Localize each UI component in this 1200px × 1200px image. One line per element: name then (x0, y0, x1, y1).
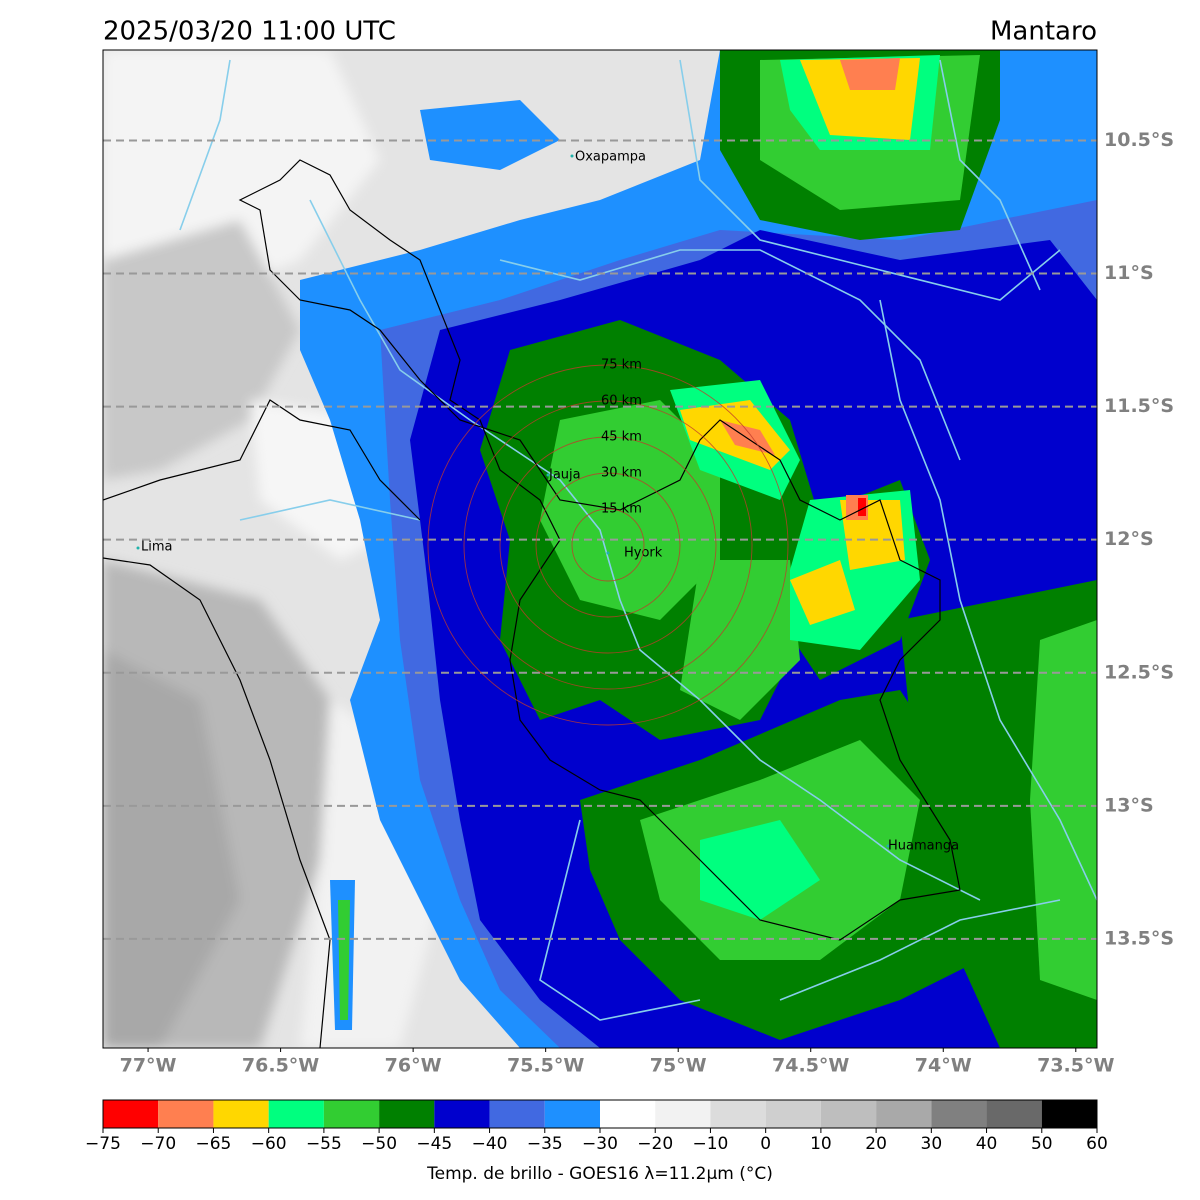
colorbar-tick-label: 60 (1086, 1134, 1108, 1154)
colorbar-tick-label: −55 (306, 1134, 342, 1154)
range-ring-label: 30 km (601, 466, 642, 481)
lat-tick-label: 13.5°S (1104, 927, 1174, 949)
lon-tick-label: 74.5°W (772, 1055, 849, 1077)
range-ring-label: 45 km (601, 430, 642, 445)
range-ring (571, 508, 645, 582)
colorbar-tick-label: −30 (582, 1134, 618, 1154)
colorbar-tick-label: −20 (637, 1134, 673, 1154)
lon-tick-label: 77°W (120, 1055, 177, 1077)
lon-tick-label: 75°W (650, 1055, 707, 1077)
title: 2025/03/20 11:00 UTC (103, 17, 396, 47)
colorbar-bin (710, 1100, 766, 1128)
colorbar-tick-label: −40 (472, 1134, 508, 1154)
range-ring (535, 472, 681, 618)
colorbar-bin (323, 1100, 380, 1128)
colorbar-tick-label: −65 (195, 1134, 231, 1154)
place-label: Oxapampa (575, 150, 646, 165)
range-ring-label: 75 km (601, 358, 642, 373)
lon-tick-label: 73.5°W (1037, 1055, 1114, 1077)
colorbar-bin (1041, 1100, 1097, 1128)
place-marker (546, 473, 550, 477)
lon-tick-label: 74°W (915, 1055, 972, 1077)
range-ring (499, 436, 717, 654)
colorbar-tick-label: 40 (976, 1134, 998, 1154)
colorbar-tick-label: −10 (692, 1134, 728, 1154)
colorbar-bin (158, 1100, 214, 1128)
satellite-image (103, 50, 1097, 1048)
colorbar-bin (268, 1100, 324, 1128)
colorbar-tick-label: −35 (527, 1134, 563, 1154)
colorbar-bin (655, 1100, 711, 1128)
place-marker (606, 551, 610, 555)
colorbar-bin (600, 1100, 656, 1128)
lon-tick-label: 76°W (385, 1055, 442, 1077)
colorbar-tick-label: 0 (760, 1134, 771, 1154)
place-marker (570, 154, 574, 158)
colorbar-tick-label: 30 (921, 1134, 943, 1154)
colorbar-tick-label: 10 (810, 1134, 832, 1154)
lon-tick-label: 75.5°W (507, 1055, 584, 1077)
colorbar-bin (931, 1100, 987, 1128)
colorbar-bin (765, 1100, 821, 1128)
lon-tick-label: 76.5°W (242, 1055, 319, 1077)
colorbar-bin (986, 1100, 1042, 1128)
colorbar-bin (489, 1100, 545, 1128)
colorbar-tick-label: −50 (361, 1134, 397, 1154)
lat-tick-label: 10.5°S (1104, 129, 1174, 151)
colorbar-bin (379, 1100, 435, 1128)
lat-tick-label: 11.5°S (1104, 395, 1174, 417)
colorbar-bin (434, 1100, 490, 1128)
range-ring (427, 364, 789, 726)
colorbar-bin (544, 1100, 600, 1128)
colorbar-tick-label: −45 (416, 1134, 452, 1154)
colorbar-bin (213, 1100, 269, 1128)
range-ring-label: 15 km (601, 502, 642, 517)
colorbar-bin (876, 1100, 932, 1128)
place-label: Jauja (548, 468, 581, 483)
colorbar-tick-label: −75 (85, 1134, 121, 1154)
lat-tick-label: 12.5°S (1104, 661, 1174, 683)
colorbar-tick-label: −60 (251, 1134, 287, 1154)
colorbar-tick-label: 50 (1031, 1134, 1053, 1154)
map-frame (102, 49, 1098, 1049)
place-marker (886, 844, 890, 848)
place-label: Lima (141, 540, 172, 555)
range-ring (463, 400, 753, 690)
place-marker (136, 546, 140, 550)
colorbar-tick-label: 20 (865, 1134, 887, 1154)
colorbar-bin (820, 1100, 877, 1128)
place-label: Huamanga (888, 839, 959, 854)
colorbar-tick-label: −70 (140, 1134, 176, 1154)
lat-tick-label: 13°S (1104, 794, 1154, 816)
lat-tick-label: 12°S (1104, 528, 1154, 550)
lat-tick-label: 11°S (1104, 262, 1154, 284)
region: Mantaro (990, 17, 1097, 47)
colorbar-bin (103, 1100, 159, 1128)
colorbar-label: Temp. de brillo - GOES16 λ=11.2μm (°C) (426, 1164, 773, 1184)
range-ring-label: 60 km (601, 394, 642, 409)
